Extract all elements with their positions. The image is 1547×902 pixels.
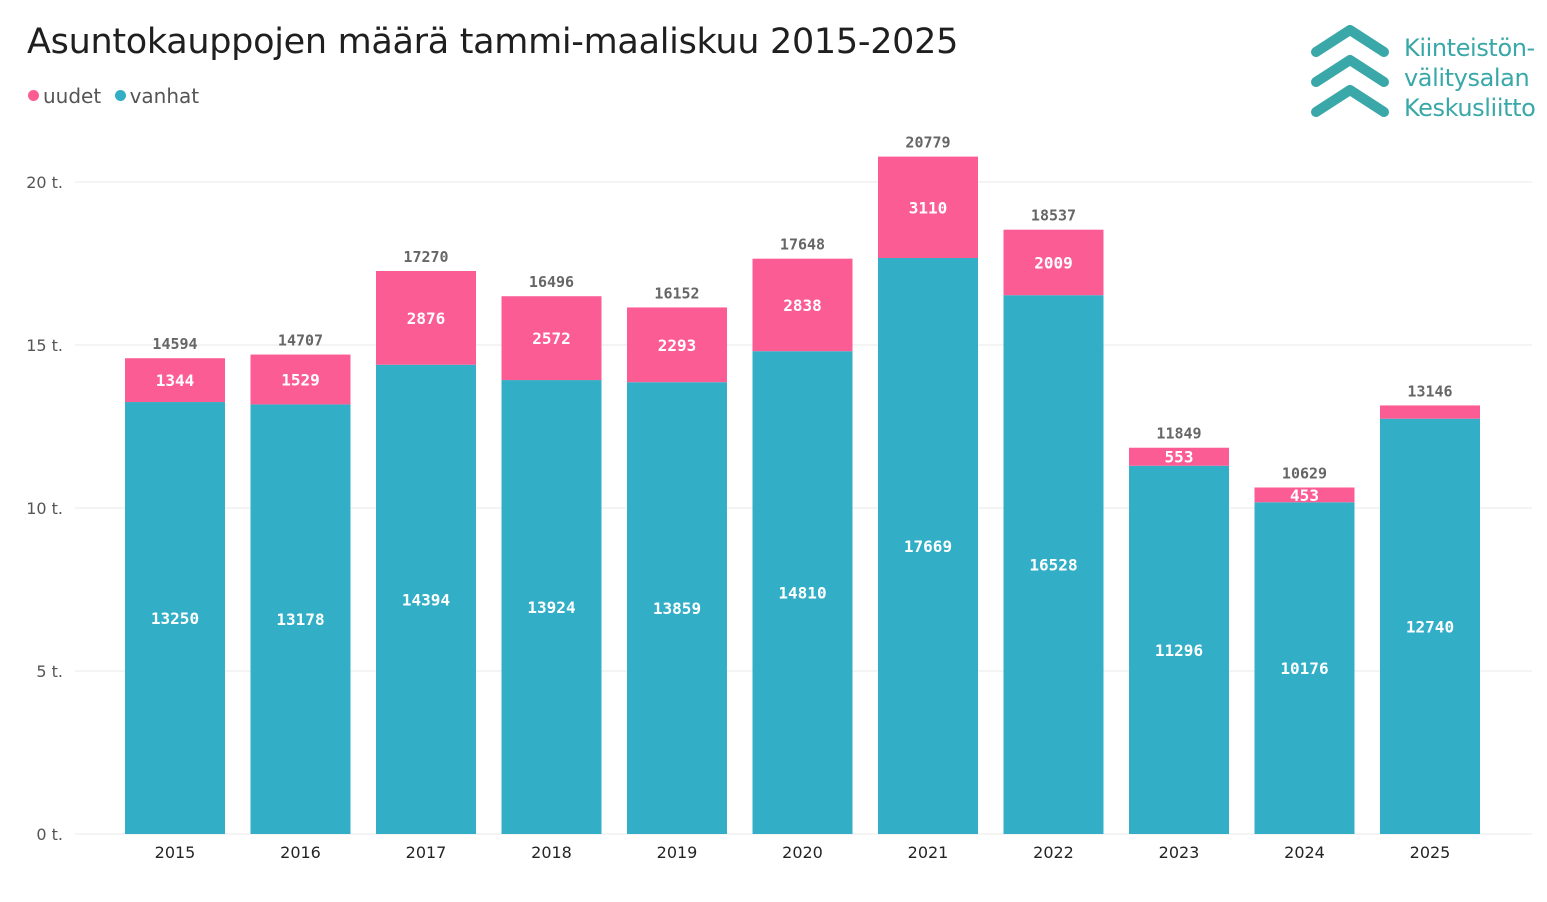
bar-uudet[interactable] [1380, 405, 1480, 419]
y-axis: 0 t. 5 t. 10 t. 15 t. 20 t. [26, 173, 63, 844]
legend-dot-uudet [28, 90, 39, 101]
bar-group-2024[interactable]: 10176 453 10629 [1254, 464, 1355, 834]
bar-group-2021[interactable]: 17669 3110 20779 [878, 134, 978, 834]
bar-uudet[interactable] [376, 270, 476, 365]
bar-uudet[interactable] [752, 258, 853, 352]
value-label-uudet: 2009 [1034, 253, 1073, 272]
value-label-uudet: 2572 [532, 329, 571, 348]
legend: uudet vanhat [28, 84, 206, 108]
bars: 13250 1344 14594 13178 1529 14707 14394 2876 172… [125, 134, 1480, 834]
x-axis: 2015 2016 2017 2018 2019 2020 2021 2022 2023 2024… [155, 843, 1451, 862]
bar-vanhat[interactable] [878, 257, 978, 834]
total-label: 16152 [654, 284, 699, 302]
x-tick-label: 2015 [155, 843, 196, 862]
bar-group-2015[interactable]: 13250 1344 14594 [125, 335, 225, 834]
value-label-uudet: 3110 [909, 198, 948, 217]
bar-vanhat[interactable] [1129, 465, 1229, 834]
chart-title: Asuntokauppojen määrä tammi-maaliskuu 20… [27, 22, 959, 62]
bar-group-2016[interactable]: 13178 1529 14707 [250, 332, 351, 834]
y-tick-label: 0 t. [36, 825, 63, 844]
logo-text-line1: Kiinteistön- [1404, 34, 1535, 62]
bar-uudet[interactable] [1254, 487, 1355, 503]
bar-vanhat[interactable] [376, 364, 476, 834]
bar-group-2019[interactable]: 13859 2293 16152 [627, 284, 727, 834]
bar-vanhat[interactable] [627, 382, 727, 834]
x-tick-label: 2016 [280, 843, 321, 862]
value-label-vanhat: 13178 [276, 610, 324, 629]
value-label-vanhat: 13859 [653, 599, 701, 618]
bar-vanhat[interactable] [125, 402, 225, 834]
y-tick-label: 15 t. [26, 336, 63, 355]
kvkl-logo: Kiinteistön- välitysalan Keskusliitto [1308, 22, 1543, 127]
total-label: 13146 [1407, 382, 1452, 400]
logo-text-line3: Keskusliitto [1404, 94, 1536, 122]
bar-uudet[interactable] [250, 354, 351, 405]
value-label-uudet: 2876 [407, 309, 446, 328]
value-label-vanhat: 17669 [904, 537, 952, 556]
x-tick-label: 2020 [782, 843, 823, 862]
bar-uudet[interactable] [1129, 447, 1229, 466]
y-tick-label: 5 t. [36, 662, 63, 681]
bar-vanhat[interactable] [250, 404, 351, 834]
bar-uudet[interactable] [878, 156, 978, 258]
y-tick-label: 10 t. [26, 499, 63, 518]
bar-uudet[interactable] [501, 296, 602, 381]
value-label-vanhat: 16528 [1029, 556, 1077, 575]
value-label-uudet: 1344 [156, 371, 195, 390]
x-tick-label: 2021 [908, 843, 949, 862]
bar-uudet[interactable] [1003, 229, 1104, 296]
value-label-vanhat: 14810 [778, 584, 826, 603]
y-tick-label: 20 t. [26, 173, 63, 192]
value-label-uudet: 453 [1290, 486, 1319, 505]
value-label-uudet: 553 [1165, 448, 1194, 467]
legend-dot-vanhat [114, 90, 126, 101]
total-label: 17648 [780, 236, 825, 254]
logo-text-line2: välitysalan [1404, 64, 1530, 92]
value-label-uudet: 2838 [783, 296, 822, 315]
total-label: 11849 [1156, 425, 1201, 443]
bar-uudet[interactable] [125, 358, 225, 403]
total-label: 14594 [152, 335, 197, 353]
x-tick-label: 2025 [1410, 843, 1451, 862]
bar-group-2020[interactable]: 14810 2838 17648 [752, 236, 853, 834]
x-tick-label: 2017 [406, 843, 447, 862]
x-tick-label: 2018 [531, 843, 572, 862]
x-tick-label: 2023 [1159, 843, 1200, 862]
triple-chevron-up-icon [1311, 25, 1389, 117]
bar-group-2017[interactable]: 14394 2876 17270 [376, 248, 476, 834]
bar-vanhat[interactable] [1380, 418, 1480, 834]
legend-item-vanhat[interactable]: vanhat [114, 84, 200, 108]
value-label-uudet: 1529 [281, 370, 320, 389]
value-label-vanhat: 10176 [1280, 659, 1328, 678]
total-label: 14707 [278, 332, 323, 350]
legend-item-uudet[interactable]: uudet [28, 84, 101, 108]
bar-group-2018[interactable]: 13924 2572 16496 [501, 273, 602, 834]
total-label: 17270 [403, 248, 448, 266]
bar-uudet[interactable] [627, 307, 727, 383]
total-label: 20779 [905, 134, 950, 152]
bar-group-2025[interactable]: 12740 13146 [1380, 382, 1480, 834]
legend-label-uudet: uudet [43, 84, 102, 108]
value-label-vanhat: 12740 [1406, 617, 1454, 636]
value-label-vanhat: 11296 [1155, 641, 1203, 660]
total-label: 18537 [1031, 207, 1076, 225]
x-tick-label: 2022 [1033, 843, 1074, 862]
bar-vanhat[interactable] [1254, 502, 1355, 834]
x-tick-label: 2019 [657, 843, 698, 862]
legend-label-vanhat: vanhat [129, 84, 200, 108]
bar-group-2022[interactable]: 16528 2009 18537 [1003, 207, 1104, 834]
value-label-uudet: 2293 [658, 336, 697, 355]
value-label-vanhat: 13924 [527, 598, 575, 617]
total-label: 16496 [529, 273, 574, 291]
bar-vanhat[interactable] [501, 380, 602, 834]
x-tick-label: 2024 [1284, 843, 1325, 862]
bar-group-2023[interactable]: 11296 553 11849 [1129, 425, 1229, 834]
value-label-vanhat: 14394 [402, 590, 450, 609]
total-label: 10629 [1282, 464, 1327, 482]
bar-vanhat[interactable] [1003, 295, 1104, 834]
bar-vanhat[interactable] [752, 351, 853, 834]
value-label-vanhat: 13250 [151, 609, 199, 628]
